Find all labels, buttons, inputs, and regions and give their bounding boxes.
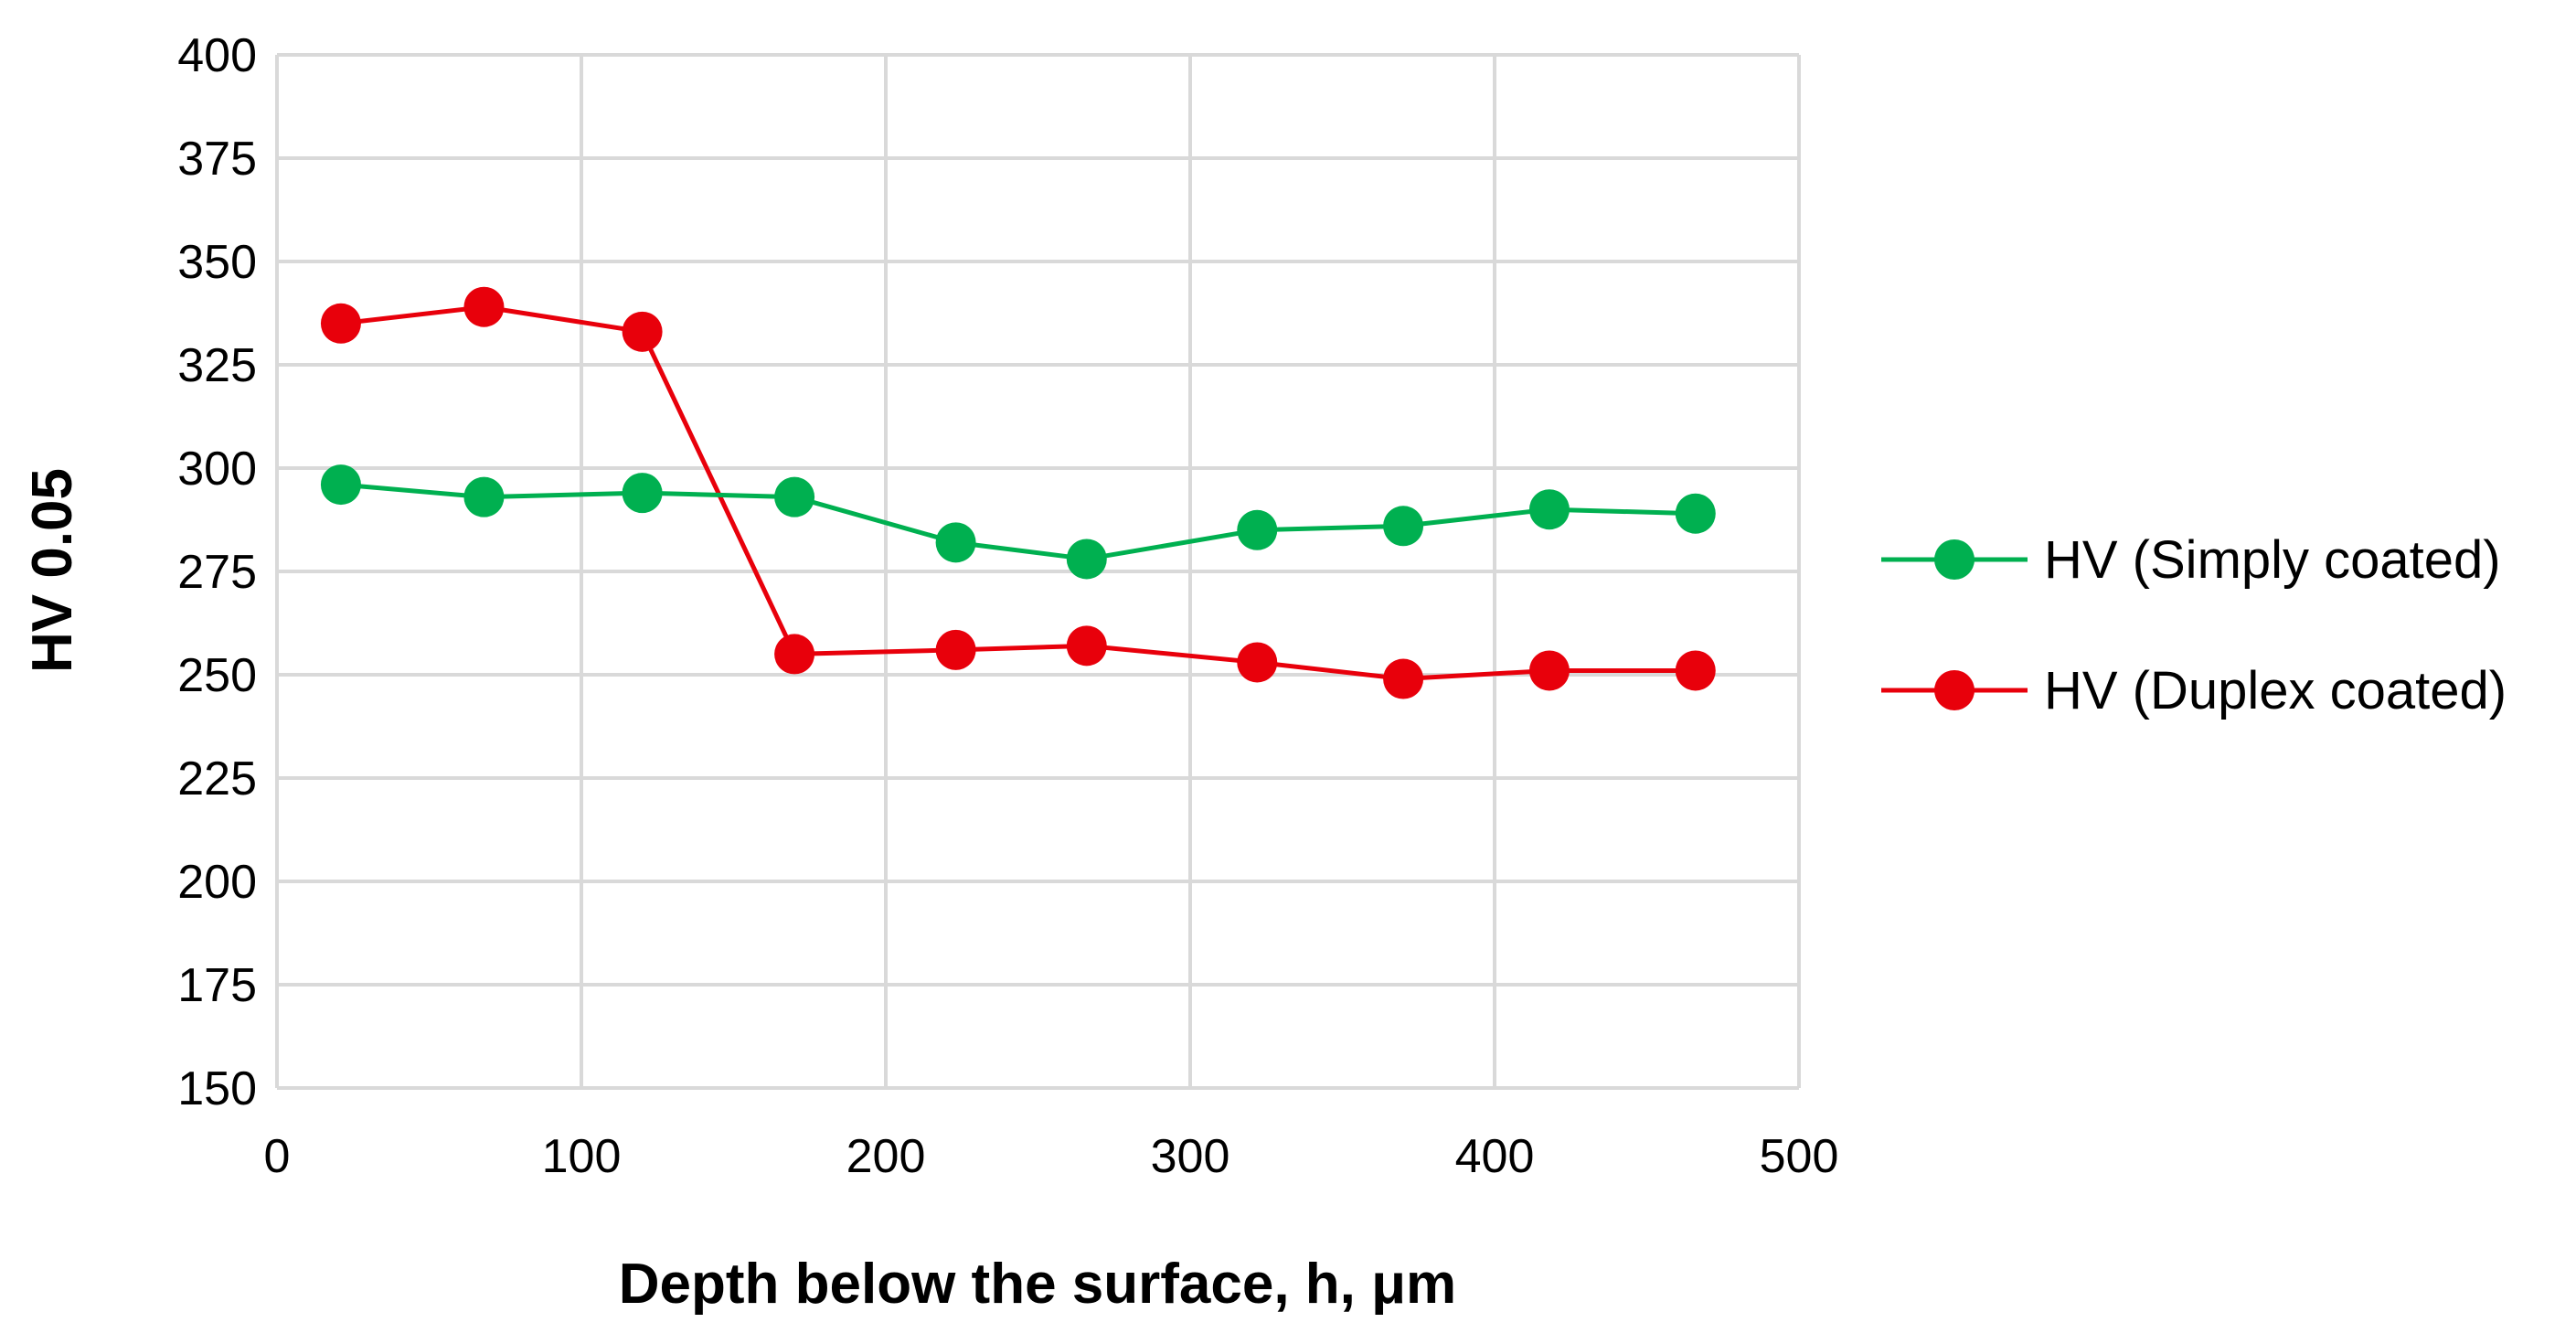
- x-axis-title: Depth below the surface, h, μm: [619, 1253, 1456, 1316]
- y-tick-label: 250: [177, 649, 257, 702]
- series-line: [340, 482, 1696, 561]
- legend-label: HV (Simply coated): [2044, 530, 2501, 590]
- y-axis-title: HV 0.05: [21, 468, 84, 673]
- y-tick-label: 150: [177, 1062, 257, 1115]
- y-tick-label: 225: [177, 752, 257, 805]
- x-tick-label: 0: [264, 1130, 291, 1183]
- legend: HV (Simply coated) HV (Duplex coated): [1881, 530, 2507, 720]
- data-point: [1675, 493, 1716, 534]
- data-point: [1675, 650, 1716, 691]
- data-point: [935, 629, 976, 670]
- data-point: [774, 476, 815, 517]
- legend-marker: [1934, 670, 1975, 710]
- y-tick-label: 175: [177, 959, 257, 1012]
- data-point: [1237, 509, 1278, 550]
- data-point: [320, 303, 361, 344]
- series-group: [320, 286, 1716, 699]
- data-point: [1528, 650, 1570, 691]
- axes: [275, 55, 1799, 1090]
- y-tick-label: 375: [177, 133, 257, 186]
- legend-item: HV (Simply coated): [1881, 530, 2501, 590]
- series-simply-coated: [320, 464, 1716, 580]
- x-tick-label: 400: [1455, 1130, 1535, 1183]
- legend-marker: [1934, 539, 1975, 580]
- y-tick-label: 200: [177, 856, 257, 909]
- data-point: [1066, 539, 1107, 580]
- grid: [277, 53, 1801, 1088]
- data-point: [1528, 489, 1570, 530]
- legend-item: HV (Duplex coated): [1881, 661, 2507, 720]
- y-tick-label: 275: [177, 546, 257, 599]
- legend-label: HV (Duplex coated): [2044, 661, 2507, 720]
- y-tick-label: 300: [177, 443, 257, 496]
- data-point: [463, 476, 505, 517]
- x-tick-label: 500: [1760, 1130, 1839, 1183]
- x-tick-label: 100: [542, 1130, 622, 1183]
- x-tick-label: 300: [1151, 1130, 1230, 1183]
- data-point: [1066, 625, 1107, 667]
- data-point: [320, 464, 361, 506]
- y-tick-label: 350: [177, 236, 257, 289]
- series-line: [340, 304, 1696, 682]
- data-point: [935, 522, 976, 563]
- x-tick-label: 200: [846, 1130, 926, 1183]
- series-duplex-coated: [320, 286, 1716, 699]
- data-point: [622, 311, 663, 352]
- y-tick-label: 400: [177, 29, 257, 82]
- data-point: [774, 634, 815, 675]
- data-point: [1383, 658, 1424, 699]
- data-point: [1237, 642, 1278, 683]
- data-point: [1383, 506, 1424, 547]
- data-point: [622, 473, 663, 514]
- data-point: [463, 286, 505, 327]
- tick-labels: 150 175 200 225 250 275 300 325 350 375 400 0 100 200…: [177, 29, 1838, 1183]
- y-tick-label: 325: [177, 339, 257, 392]
